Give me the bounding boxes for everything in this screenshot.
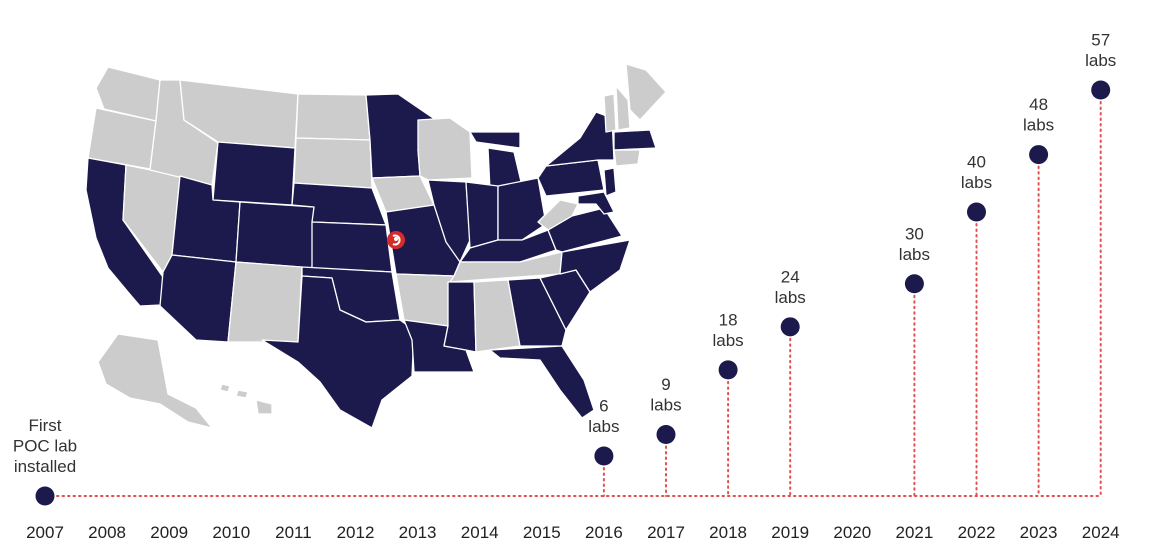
data-label: 57 [1091,31,1110,50]
x-axis-ticks: 2007 2008 2009 2010 2011 2012 2013 2014 2015 2016… [26,523,1120,542]
data-label: labs [588,417,619,436]
x-tick-label: 2007 [26,523,64,542]
data-label: First [28,416,61,435]
data-label: labs [650,395,681,414]
x-tick-label: 2015 [523,523,561,542]
data-label: 48 [1029,95,1048,114]
data-point [780,317,800,337]
x-tick-label: 2013 [399,523,437,542]
data-point [656,424,676,444]
data-label: 18 [719,310,738,329]
data-label: installed [14,457,76,476]
data-point [904,274,924,294]
data-label: labs [899,245,930,264]
data-label: labs [775,288,806,307]
x-tick-label: 2011 [275,523,312,542]
data-label: labs [1085,51,1116,70]
us-states-map [85,63,667,429]
x-tick-label: 2020 [833,523,871,542]
x-tick-label: 2021 [895,523,933,542]
data-label: POC lab [13,437,77,456]
x-tick-label: 2010 [212,523,250,542]
x-tick-label: 2009 [150,523,188,542]
data-label: 9 [661,375,670,394]
data-label: 30 [905,224,924,243]
data-label: 40 [967,153,986,172]
x-tick-label: 2019 [771,523,809,542]
x-tick-label: 2016 [585,523,623,542]
x-tick-label: 2018 [709,523,747,542]
location-pin-icon [387,231,405,249]
connector-lines [602,101,1102,497]
data-point [594,446,614,466]
x-tick-label: 2012 [337,523,375,542]
data-markers [35,80,1111,506]
data-label: labs [961,173,992,192]
data-point [35,486,55,506]
data-point [1091,80,1111,100]
data-point [1029,145,1049,165]
x-tick-label: 2014 [461,523,499,542]
data-label: 24 [781,267,800,286]
data-point [718,360,738,380]
x-tick-label: 2024 [1082,523,1120,542]
x-tick-label: 2008 [88,523,126,542]
x-tick-label: 2023 [1020,523,1058,542]
data-label: 6 [599,397,608,416]
data-label: labs [1023,116,1054,135]
x-tick-label: 2022 [958,523,996,542]
data-label: labs [713,331,744,350]
data-point [967,202,986,222]
x-tick-label: 2017 [647,523,685,542]
